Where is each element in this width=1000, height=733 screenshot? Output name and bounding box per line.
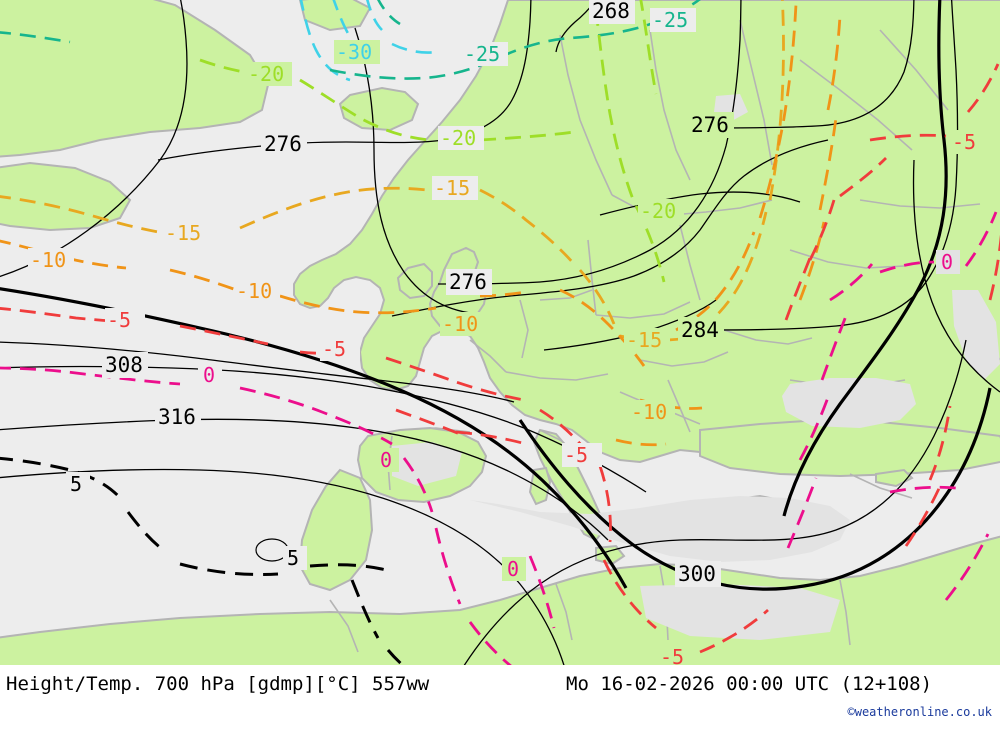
height-label-276-b: 276 xyxy=(691,113,729,137)
footer-valid-time-text: Mo 16-02-2026 00:00 UTC (12+108) xyxy=(566,673,933,695)
height-thick-east xyxy=(782,0,948,517)
land-morocco xyxy=(298,468,374,592)
height-316-contour xyxy=(0,418,609,541)
copyright-text: ©weatheronline.co.uk xyxy=(847,705,993,719)
height-label-268: 268 xyxy=(592,0,630,23)
border-spain-france xyxy=(399,427,471,433)
temp-label-minus5-a: -5 xyxy=(107,308,131,332)
temp-labels: -30 -25 -25 -20 -20 -15 -15 xyxy=(28,8,990,665)
temp-label-minus30: -30 xyxy=(336,40,372,64)
map-canvas[interactable]: 268 276 276 276 284 300 308 xyxy=(0,0,1000,665)
height-thick-300 xyxy=(518,387,992,591)
temp-label-minus10-d: -10 xyxy=(631,400,667,424)
border-alps xyxy=(505,371,609,381)
border-russia-interior-1 xyxy=(799,59,913,151)
border-ukraine xyxy=(789,249,905,269)
border-norway-sweden xyxy=(559,34,613,196)
land-sardinia xyxy=(528,466,552,506)
land-greenland xyxy=(0,0,270,158)
height-292-contour xyxy=(0,341,515,403)
temp-label-minus5-d: -5 xyxy=(660,645,684,665)
border-poland-germany xyxy=(587,239,597,316)
height-276-contour-a xyxy=(0,0,188,278)
height-right-contour xyxy=(912,159,1000,393)
temp-label-zero-c: 0 xyxy=(507,557,519,581)
inland-features xyxy=(0,0,1000,640)
mediterranean-basin xyxy=(470,496,850,562)
temp-label-minus15-b: -15 xyxy=(165,221,201,245)
temp-label-minus10-b: -10 xyxy=(236,279,272,303)
temp-label-minus10-a: -10 xyxy=(30,248,66,272)
temp-label-zero-a: 0 xyxy=(203,363,215,387)
footer-parameter-text: Height/Temp. 700 hPa [gdmp][°C] 557ww xyxy=(6,673,430,695)
black-sea xyxy=(782,378,916,428)
temp-label-minus20-a: -20 xyxy=(440,126,476,150)
temp-label-minus15-a: -15 xyxy=(434,176,470,200)
temp-label-zero-d: 0 xyxy=(941,250,953,274)
border-romania xyxy=(723,329,813,345)
temp-label-minus5-c: -5 xyxy=(564,443,588,467)
temp-label-minus5-b: -5 xyxy=(322,337,346,361)
border-czech xyxy=(595,301,691,319)
libya-desert xyxy=(640,584,840,640)
temp-label-plus5-b: 5 xyxy=(287,546,299,570)
spain-meseta xyxy=(392,442,462,486)
border-germany-france xyxy=(519,299,529,359)
temp-label-minus10-c: -10 xyxy=(442,312,478,336)
internal-borders xyxy=(329,19,1000,653)
height-276-euro xyxy=(699,0,915,129)
land-iceland xyxy=(338,86,420,132)
temp-label-minus15-d: -20 xyxy=(640,199,676,223)
border-turkey-syria xyxy=(849,473,913,499)
land-ireland xyxy=(396,262,433,300)
border-egypt xyxy=(839,579,851,646)
temp-contour-plus5 xyxy=(0,456,405,665)
temp-label-zero-b: 0 xyxy=(380,448,392,472)
height-324-contour xyxy=(0,468,565,665)
temp-label-minus5-e: -5 xyxy=(952,130,976,154)
map-svg: 268 276 276 276 284 300 308 xyxy=(0,0,1000,665)
border-france-interior xyxy=(469,339,507,373)
height-label-284: 284 xyxy=(681,318,719,342)
border-sweden-finland xyxy=(649,29,691,181)
land-greenland-south xyxy=(0,161,132,232)
temp-contour-zero xyxy=(0,211,998,665)
temp-contour-minus10 xyxy=(0,3,842,447)
height-label-276-c: 276 xyxy=(449,270,487,294)
contour-labels: 268 276 276 276 284 300 308 xyxy=(28,0,990,665)
map-footer: Height/Temp. 700 hPa [gdmp][°C] 557ww Mo… xyxy=(0,665,1000,733)
border-algeria-tunisia xyxy=(555,583,573,641)
height-284-contour-b xyxy=(699,0,959,331)
border-finland-russia xyxy=(739,19,773,166)
border-russia-s xyxy=(859,199,981,209)
temp-label-minus25-a: -25 xyxy=(464,42,500,66)
height-label-308: 308 xyxy=(105,353,143,377)
temp-label-minus15-c: -15 xyxy=(626,328,662,352)
border-poland-east xyxy=(679,224,701,301)
border-germany-interior xyxy=(539,289,593,301)
height-label-276-a: 276 xyxy=(264,132,302,156)
height-labels: 268 276 276 276 284 300 308 xyxy=(102,0,734,587)
temp-contour-minus30 xyxy=(299,0,437,82)
border-algeria-morocco xyxy=(329,599,359,653)
height-label-316: 316 xyxy=(158,405,196,429)
caspian-sea xyxy=(952,290,1000,380)
border-russia-interior-2 xyxy=(879,29,949,111)
height-300-contour-med xyxy=(463,339,967,665)
height-276-contour-scan xyxy=(354,27,481,315)
temp-label-plus5-a: 5 xyxy=(70,472,82,496)
temp-label-minus25-b: -25 xyxy=(652,8,688,32)
temp-label-minus20-b: -20 xyxy=(248,62,284,86)
height-label-300: 300 xyxy=(678,562,716,586)
height-276-label-line xyxy=(437,0,742,285)
border-hungary xyxy=(639,351,729,367)
